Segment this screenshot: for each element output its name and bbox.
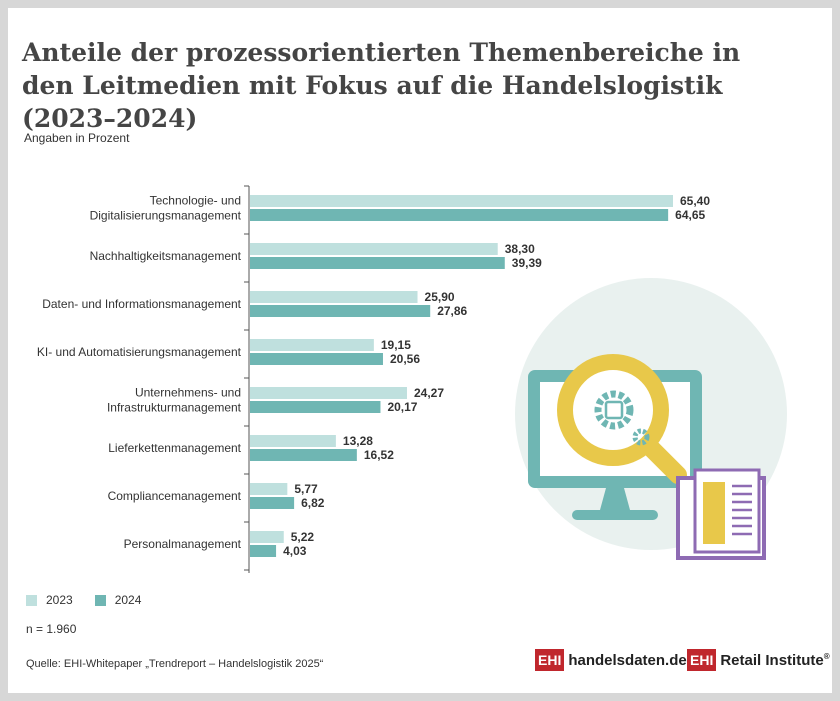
document-icon bbox=[676, 468, 766, 560]
logo-retail-institute: EHI Retail Institute® bbox=[687, 649, 830, 671]
legend-swatch-2023 bbox=[26, 594, 37, 606]
bar-2024-3 bbox=[250, 353, 383, 365]
value-label-2023-2: 25,90 bbox=[425, 290, 455, 304]
value-label-2024-7: 4,03 bbox=[283, 544, 307, 558]
bar-2023-0 bbox=[250, 195, 673, 207]
logo-handelsdaten: EHI handelsdaten.de bbox=[535, 649, 687, 671]
title-line-2: den Leitmedien mit Fokus auf die Handels… bbox=[22, 71, 723, 133]
category-label-2: Daten- und Informationsmanagement bbox=[42, 297, 241, 311]
bar-2023-2 bbox=[250, 291, 418, 303]
legend-item-2024: 2024 bbox=[94, 593, 142, 607]
sample-size: n = 1.960 bbox=[26, 622, 77, 636]
chart-subtitle: Angaben in Prozent bbox=[24, 131, 130, 145]
category-label-1: Nachhaltigkeitsmanagement bbox=[90, 249, 242, 263]
logo-mark: EHI bbox=[535, 649, 565, 671]
value-label-2024-0: 64,65 bbox=[675, 208, 705, 222]
bar-2023-3 bbox=[250, 339, 374, 351]
bar-2023-1 bbox=[250, 243, 498, 255]
value-label-2023-6: 5,77 bbox=[294, 482, 318, 496]
category-label-0: Digitalisierungsmanagement bbox=[90, 209, 242, 223]
logo-mark: EHI bbox=[687, 649, 717, 671]
bar-2024-6 bbox=[250, 497, 295, 509]
legend-label-2023: 2023 bbox=[46, 593, 73, 607]
bar-2023-6 bbox=[250, 483, 288, 495]
category-label-7: Personalmanagement bbox=[124, 537, 242, 551]
category-label-5: Lieferkettenmanagement bbox=[108, 441, 241, 455]
logo-name: Retail Institute® bbox=[720, 651, 830, 669]
value-label-2023-3: 19,15 bbox=[381, 338, 411, 352]
bar-2024-7 bbox=[250, 545, 277, 557]
category-label-0: Technologie- und bbox=[150, 194, 241, 208]
value-label-2024-3: 20,56 bbox=[390, 352, 420, 366]
bar-2023-5 bbox=[250, 435, 336, 447]
logo-name: handelsdaten.de bbox=[568, 651, 687, 669]
value-label-2024-1: 39,39 bbox=[512, 256, 542, 270]
title-line-1: Anteile der prozessorientierten Themenbe… bbox=[22, 38, 741, 67]
illustration bbox=[515, 278, 787, 560]
bar-2024-2 bbox=[250, 305, 431, 317]
bar-2024-4 bbox=[250, 401, 381, 413]
legend: 2023 2024 bbox=[26, 593, 163, 607]
legend-item-2023: 2023 bbox=[26, 593, 73, 607]
value-label-2023-5: 13,28 bbox=[343, 434, 373, 448]
bar-2023-7 bbox=[250, 531, 284, 543]
legend-label-2024: 2024 bbox=[114, 593, 142, 607]
category-label-4: Unternehmens- und bbox=[135, 386, 241, 400]
source-note: Quelle: EHI-Whitepaper „Trendreport – Ha… bbox=[26, 658, 324, 670]
bar-2024-5 bbox=[250, 449, 357, 461]
value-label-2023-4: 24,27 bbox=[414, 386, 444, 400]
category-label-4: Infrastrukturmanagement bbox=[107, 401, 242, 415]
bar-2024-0 bbox=[250, 209, 669, 221]
bar-2023-4 bbox=[250, 387, 407, 399]
value-label-2023-0: 65,40 bbox=[680, 194, 710, 208]
value-label-2023-1: 38,30 bbox=[505, 242, 535, 256]
value-label-2024-6: 6,82 bbox=[301, 496, 325, 510]
value-label-2024-4: 20,17 bbox=[387, 400, 417, 414]
bar-2024-1 bbox=[250, 257, 505, 269]
value-label-2023-7: 5,22 bbox=[291, 530, 315, 544]
value-label-2024-2: 27,86 bbox=[437, 304, 467, 318]
chart-title: Anteile der prozessorientierten Themenbe… bbox=[22, 36, 812, 135]
magnifier-icon bbox=[557, 354, 687, 484]
legend-swatch-2024 bbox=[94, 594, 106, 606]
value-label-2024-5: 16,52 bbox=[364, 448, 394, 462]
category-label-3: KI- und Automatisierungsmanagement bbox=[37, 345, 242, 359]
category-label-6: Compliancemanagement bbox=[108, 489, 242, 503]
